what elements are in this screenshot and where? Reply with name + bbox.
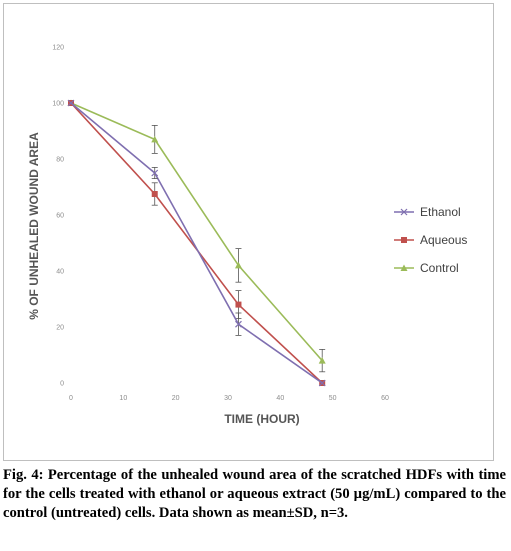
x-tick-label: 40 xyxy=(276,395,284,402)
x-tick-label: 30 xyxy=(224,395,232,402)
x-marker xyxy=(235,320,242,328)
x-tick-label: 10 xyxy=(119,395,127,402)
legend-label: Control xyxy=(420,261,459,275)
x-tick-label: 0 xyxy=(69,395,73,402)
series-line xyxy=(70,102,323,362)
y-axis-title: % OF UNHEALED WOUND AREA xyxy=(27,132,41,320)
y-tick-label: 100 xyxy=(52,101,64,108)
x-marker xyxy=(67,99,75,107)
plot-area xyxy=(67,99,326,387)
x-marker xyxy=(151,169,159,177)
series-ethanol xyxy=(67,99,326,387)
x-tick-label: 50 xyxy=(329,395,337,402)
legend-item: Aqueous xyxy=(394,233,467,247)
legend-item: Ethanol xyxy=(394,205,461,219)
square-marker xyxy=(401,237,407,243)
y-tick-label: 120 xyxy=(52,45,64,52)
triangle-marker xyxy=(151,135,159,143)
triangle-marker xyxy=(400,264,408,271)
square-marker xyxy=(235,301,242,308)
x-marker xyxy=(400,208,408,216)
line-chart: 0 20 40 60 80 100 120 0 10 20 30 40 50 60 % OF UNHEA… xyxy=(27,45,467,427)
x-axis-title: TIME (HOUR) xyxy=(224,412,299,426)
figure-caption: Fig. 4: Percentage of the unhealed wound… xyxy=(3,467,506,521)
triangle-marker xyxy=(318,357,326,364)
x-tick-label: 20 xyxy=(172,395,180,402)
y-tick-label: 0 xyxy=(60,381,64,388)
y-tick-label: 80 xyxy=(56,157,64,164)
legend-label: Ethanol xyxy=(420,205,461,219)
x-axis-ticks: 0 10 20 30 40 50 60 xyxy=(69,395,389,402)
y-tick-label: 20 xyxy=(56,325,64,332)
y-axis-ticks: 0 20 40 60 80 100 120 xyxy=(52,45,64,388)
series-line xyxy=(70,102,323,384)
series-control xyxy=(67,99,326,373)
series-aqueous xyxy=(68,100,326,386)
x-marker xyxy=(318,379,326,387)
legend-label: Aqueous xyxy=(420,233,467,247)
y-tick-label: 60 xyxy=(56,213,64,220)
y-tick-label: 40 xyxy=(56,269,64,276)
series-line xyxy=(70,102,323,384)
chart-frame: 0 20 40 60 80 100 120 0 10 20 30 40 50 60 % OF UNHEA… xyxy=(3,3,494,461)
triangle-marker xyxy=(234,261,242,269)
square-marker xyxy=(151,191,158,197)
x-tick-label: 60 xyxy=(381,395,389,402)
legend: Ethanol Aqueous Control xyxy=(394,205,467,275)
legend-item: Control xyxy=(394,261,459,275)
